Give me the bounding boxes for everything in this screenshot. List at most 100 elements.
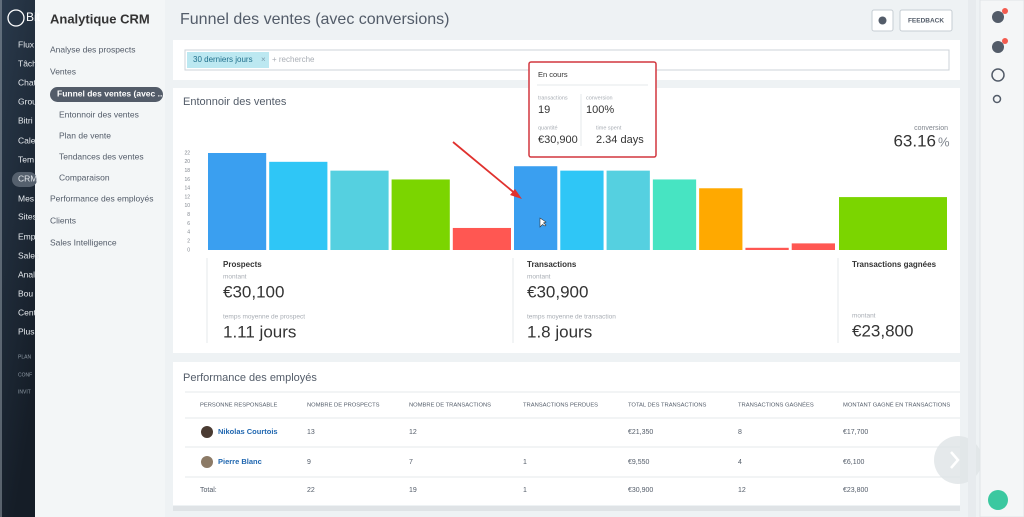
logo: Bit <box>26 10 41 24</box>
menu-item[interactable]: Ventes <box>50 66 76 76</box>
badge <box>1002 38 1008 44</box>
sidebar-item[interactable]: Bitri <box>18 115 33 125</box>
y-tick-label: 2 <box>187 239 190 245</box>
v-scrollbar[interactable] <box>968 0 976 517</box>
filter-tag[interactable] <box>187 52 269 68</box>
feedback-button[interactable] <box>899 9 953 32</box>
sidebar-item[interactable]: Cent <box>18 307 37 317</box>
sidebar-item[interactable]: Tâch <box>18 58 37 68</box>
menu-item[interactable]: Performance des employés <box>50 193 153 203</box>
arrow-icon <box>950 451 960 469</box>
table-cell: 12 <box>738 487 746 494</box>
conversion-value: 63.16 <box>893 131 936 150</box>
stat-label: montant <box>527 274 551 281</box>
stat-label: temps moyenne de transaction <box>527 314 616 321</box>
bell-icon[interactable] <box>992 41 1004 53</box>
bar[interactable] <box>560 170 604 250</box>
bar[interactable] <box>606 170 650 250</box>
sidebar-item[interactable]: Plus <box>18 326 35 336</box>
tooltip <box>528 61 657 158</box>
person-link[interactable]: Nikolas Courtois <box>218 427 278 436</box>
phone-button[interactable] <box>988 490 1008 510</box>
y-tick-label: 20 <box>184 159 190 165</box>
y-tick-label: 22 <box>184 150 190 156</box>
bar[interactable] <box>791 243 835 250</box>
stat-time: 1.11 jours <box>223 322 296 341</box>
table-cell: €17,700 <box>843 429 868 436</box>
y-tick-label: 18 <box>184 168 190 174</box>
y-tick-label: 8 <box>187 212 190 218</box>
sidebar-item[interactable]: Grou <box>18 96 37 106</box>
cursor <box>539 217 547 228</box>
sidebar-item[interactable]: Emp <box>18 231 36 241</box>
sidebar-item[interactable]: Bou <box>18 288 33 298</box>
stat-label: montant <box>852 313 876 320</box>
funnel-chart <box>208 153 947 250</box>
tooltip-value: 19 <box>538 104 550 116</box>
bar[interactable] <box>745 247 789 250</box>
table-cell: €21,350 <box>628 429 653 436</box>
menu-item[interactable]: Plan de vente <box>59 130 111 140</box>
sidebar-item[interactable]: CRM <box>18 173 37 183</box>
sidebar-item[interactable]: CONF <box>18 372 32 378</box>
table-header: NOMBRE DE PROSPECTS <box>307 403 380 409</box>
h-scrollbar[interactable] <box>173 506 960 511</box>
sidebar-item[interactable]: Sales <box>18 250 39 260</box>
bar[interactable] <box>652 179 697 250</box>
table-cell: 8 <box>738 429 742 436</box>
bar[interactable] <box>269 161 328 250</box>
gear-icon <box>878 16 887 25</box>
sidebar-item[interactable]: Tem <box>18 154 34 164</box>
menu-item[interactable]: Clients <box>50 215 76 225</box>
table-cell: €23,800 <box>843 487 868 494</box>
table-cell: 19 <box>409 487 417 494</box>
search-icon[interactable] <box>992 94 1002 104</box>
bar[interactable] <box>839 197 947 250</box>
bar[interactable] <box>330 170 389 250</box>
sidebar-item[interactable]: Flux <box>18 39 35 49</box>
tag-remove[interactable]: × <box>261 55 266 64</box>
chat-icon[interactable] <box>991 68 1005 82</box>
menu-item[interactable]: Comparaison <box>59 172 110 182</box>
filter-placeholder: + recherche <box>272 55 315 64</box>
table-cell: €30,900 <box>628 487 653 494</box>
logo-icon[interactable] <box>7 9 25 27</box>
page-title: Funnel des ventes (avec conversions) <box>180 11 449 28</box>
sidebar-item[interactable]: Mes <box>18 193 34 203</box>
sidebar-item[interactable]: PLAN <box>18 354 31 360</box>
stat-amount: €30,900 <box>527 282 588 301</box>
bar[interactable] <box>514 166 558 250</box>
help-icon[interactable] <box>992 11 1004 23</box>
table-cell: 1 <box>523 459 527 466</box>
menu-title: Analytique CRM <box>50 11 150 26</box>
person-link[interactable]: Pierre Blanc <box>218 457 262 466</box>
stat-amount: €23,800 <box>852 321 913 340</box>
conversion-unit: % <box>938 134 950 149</box>
annotation-arrow <box>452 141 518 196</box>
table-header: TOTAL DES TRANSACTIONS <box>628 403 707 409</box>
menu-item[interactable]: Analyse des prospects <box>50 44 136 54</box>
sidebar-item[interactable]: Anal <box>18 269 35 279</box>
bar[interactable] <box>391 179 450 250</box>
sidebar-item[interactable]: Chat <box>18 77 37 87</box>
menu-item[interactable]: Entonnoir des ventes <box>59 109 139 119</box>
menu-item[interactable]: Sales Intelligence <box>50 237 117 247</box>
y-tick-label: 16 <box>184 177 190 183</box>
tooltip-value: 2.34 days <box>596 134 644 146</box>
table-cell: 9 <box>307 459 311 466</box>
menu-item[interactable]: Tendances des ventes <box>59 151 144 161</box>
tooltip-label: time spent <box>596 125 622 131</box>
stat-title: Prospects <box>223 260 262 269</box>
feedback-label[interactable]: FEEDBACK <box>908 18 944 25</box>
y-tick-label: 14 <box>184 186 190 192</box>
bar[interactable] <box>208 153 267 250</box>
bar[interactable] <box>452 227 511 250</box>
sidebar-item[interactable]: Sites <box>18 211 37 221</box>
table-cell: 13 <box>307 429 315 436</box>
menu-item[interactable]: Funnel des ventes (avec ... <box>57 88 165 98</box>
sidebar-item[interactable]: INVIT <box>18 389 31 395</box>
table-header: TRANSACTIONS GAGNÉES <box>738 402 814 409</box>
stat-label: temps moyenne de prospect <box>223 314 305 321</box>
bar[interactable] <box>699 188 743 250</box>
sidebar-item[interactable]: Cale <box>18 135 36 145</box>
